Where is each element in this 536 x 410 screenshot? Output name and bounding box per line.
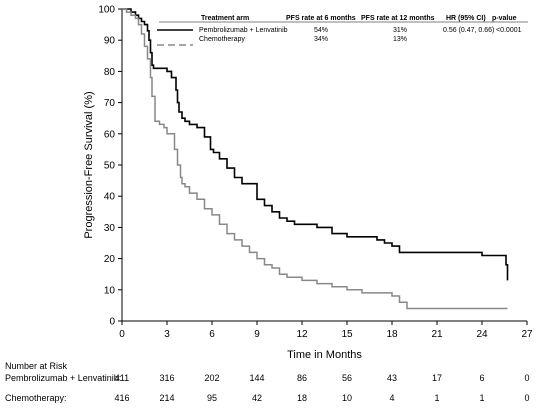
risk-value-pembro: 6 xyxy=(479,373,484,383)
risk-table-header: Number at Risk xyxy=(5,361,68,371)
legend: Treatment arm PFS rate at 6 months PFS r… xyxy=(157,15,528,46)
y-tick-label: 30 xyxy=(104,223,116,234)
risk-row-label-chemo: Chemotherapy: xyxy=(5,393,67,403)
legend-pfs6-pembro: 54% xyxy=(314,27,328,34)
risk-table: Number at Risk Pembrolizumab + Lenvatini… xyxy=(5,361,530,403)
legend-label-pembro: Pembrolizumab + Lenvatinib xyxy=(199,27,288,34)
risk-value-pembro: 0 xyxy=(524,373,529,383)
risk-value-pembro: 316 xyxy=(159,373,174,383)
risk-value-chemo: 18 xyxy=(297,393,307,403)
risk-value-chemo: 1 xyxy=(434,393,439,403)
legend-hr-pembro: 0.56 (0.47, 0.66) xyxy=(443,27,494,34)
risk-value-chemo: 42 xyxy=(252,393,262,403)
legend-pfs12-chemo: 13% xyxy=(393,36,407,43)
risk-value-pembro: 43 xyxy=(387,373,397,383)
x-tick-label: 6 xyxy=(209,329,215,340)
curve-pembrolizumab-lenvatinib xyxy=(122,8,509,281)
risk-value-chemo: 416 xyxy=(114,393,129,403)
y-tick-label: 10 xyxy=(104,285,116,296)
x-tick-label: 9 xyxy=(254,329,260,340)
x-tick-label: 21 xyxy=(431,329,443,340)
legend-header-pfs12: PFS rate at 12 months xyxy=(361,15,435,22)
y-tick-label: 100 xyxy=(98,5,115,16)
legend-header-hr: HR (95% CI) xyxy=(446,15,486,22)
x-axis-label: Time in Months xyxy=(287,349,362,361)
legend-p-pembro: <0.0001 xyxy=(496,27,522,34)
y-axis-label: Progression-Free Survival (%) xyxy=(83,91,95,238)
x-tick-label: 12 xyxy=(296,329,308,340)
y-tick-label: 40 xyxy=(104,192,116,203)
x-tick-label: 15 xyxy=(341,329,353,340)
risk-value-chemo: 4 xyxy=(389,393,394,403)
legend-pfs6-chemo: 34% xyxy=(314,36,328,43)
legend-header-pfs6: PFS rate at 6 months xyxy=(286,15,356,22)
risk-value-pembro: 411 xyxy=(115,373,129,383)
risk-value-chemo: 10 xyxy=(342,393,352,403)
survival-curves xyxy=(122,8,509,310)
legend-pfs12-pembro: 31% xyxy=(393,27,407,34)
x-tick-label: 27 xyxy=(521,329,533,340)
risk-value-pembro: 202 xyxy=(204,373,219,383)
y-tick-label: 90 xyxy=(104,36,116,47)
x-tick-label: 0 xyxy=(119,329,125,340)
y-tick-label: 60 xyxy=(104,129,116,140)
y-tick-label: 70 xyxy=(104,98,116,109)
legend-header-arm: Treatment arm xyxy=(201,15,249,22)
curve-chemotherapy xyxy=(122,8,508,310)
risk-value-chemo: 0 xyxy=(524,393,529,403)
legend-header-p: p-value xyxy=(492,15,517,22)
legend-label-chemo: Chemotherapy xyxy=(199,36,245,43)
y-tick-label: 0 xyxy=(109,317,115,328)
axes: 0 10 20 30 40 50 60 70 80 90 100 0 3 6 9 12 15 18 21 24 27 xyxy=(98,5,533,341)
risk-value-chemo: 95 xyxy=(207,393,217,403)
y-tick-label: 50 xyxy=(104,161,116,172)
risk-value-chemo: 1 xyxy=(479,393,484,403)
y-tick-label: 20 xyxy=(104,254,116,265)
x-tick-label: 18 xyxy=(386,329,398,340)
risk-value-pembro: 86 xyxy=(297,373,307,383)
risk-value-pembro: 17 xyxy=(432,373,442,383)
risk-value-chemo: 214 xyxy=(159,393,174,403)
risk-row-label-pembro: Pembrolizumab + Lenvatinib: xyxy=(5,373,121,383)
risk-value-pembro: 56 xyxy=(342,373,352,383)
x-tick-label: 24 xyxy=(476,329,488,340)
x-tick-label: 3 xyxy=(164,329,170,340)
risk-value-pembro: 144 xyxy=(249,373,264,383)
y-tick-label: 80 xyxy=(104,67,116,78)
